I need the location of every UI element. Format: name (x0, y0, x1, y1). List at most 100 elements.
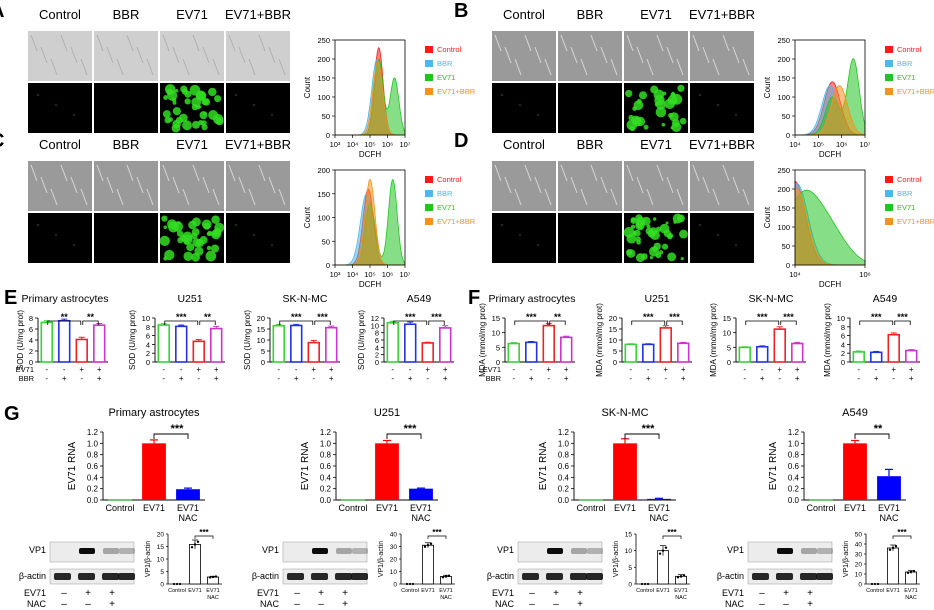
cell-outline (524, 164, 532, 182)
cell-outline (494, 164, 502, 182)
fluorescence-image (558, 213, 622, 263)
fluorescent-cell (649, 255, 654, 260)
column-label: EV71+BBR (225, 7, 291, 22)
y-tick-label: 200 (777, 55, 790, 64)
y-tick-label: 5 (261, 347, 265, 356)
vp1-band (777, 548, 793, 554)
data-point (441, 576, 445, 579)
y-tick-label: 250 (317, 36, 330, 45)
fluorescent-cell (159, 235, 170, 246)
y-tick-label: 50 (322, 237, 330, 246)
row-label: BBR (19, 374, 35, 383)
cell-outline (278, 188, 286, 206)
cell-outline (636, 176, 644, 194)
y-axis-title: EV71 RNA (538, 441, 549, 490)
x-tick-label: 10⁶ (836, 140, 847, 149)
y-tick-label: 0.6 (320, 462, 332, 471)
fluorescent-speck (519, 234, 521, 236)
fluorescent-cell (198, 120, 204, 126)
cell-outline (636, 46, 644, 64)
treatment-sign: - (743, 374, 746, 383)
y-tick-label: 1.2 (788, 428, 800, 437)
cell-outline (590, 164, 598, 182)
chart-title: A549 (407, 293, 432, 305)
cell-outline (116, 188, 124, 206)
actin-band (102, 573, 119, 580)
data-point (196, 540, 200, 543)
significance-stars: *** (432, 528, 442, 537)
treatment-sign: + (443, 365, 448, 374)
y-tick-label: 0.2 (558, 485, 570, 494)
y-tick-label: 100 (317, 93, 330, 102)
y-tick-label: 20 (855, 562, 863, 569)
treatment-sign: + (529, 374, 534, 383)
fluorescent-cell (201, 124, 208, 131)
actin-band (351, 573, 368, 580)
significance-bracket (428, 320, 445, 325)
data-point (676, 576, 680, 579)
significance-stars: *** (171, 423, 185, 435)
flow-histogram-C-flow: 0 50 100 150 200 10³ 10⁴ 10⁵ 10⁶ 10⁷ Count DCFH Cont… (303, 166, 476, 289)
y-tick-label: 10 (257, 336, 265, 345)
treatment-sign: + (546, 365, 551, 374)
category-label: EV71 (656, 588, 669, 594)
blot-label-actin: β-actin (717, 571, 744, 581)
fluorescent-speck (235, 224, 237, 226)
treatment-sign: – (61, 599, 67, 610)
cell-outline (610, 58, 618, 76)
fluorescent-cell (623, 227, 635, 238)
fluorescent-cell (191, 217, 201, 227)
x-axis-title: DCFH (359, 280, 381, 289)
treatment-sign: - (391, 365, 394, 374)
treatment-sign: - (180, 365, 183, 374)
cell-outline (600, 176, 608, 194)
treatment-sign: + (329, 374, 334, 383)
treatment-sign: + (97, 365, 102, 374)
fluorescent-cell (214, 95, 222, 103)
fluorescent-speck (519, 104, 521, 106)
cell-outline (656, 164, 664, 182)
significance-bracket (859, 320, 894, 325)
vp1-band (312, 548, 328, 554)
treatment-sign: + (663, 365, 668, 374)
category-label: Control (576, 503, 605, 513)
category-label: Control (636, 588, 654, 594)
cell-outline (126, 34, 134, 52)
fluorescent-cell (633, 100, 644, 111)
fluorescent-cell (163, 95, 169, 100)
data-point (679, 575, 683, 578)
chart-title: Primary astrocytes (22, 293, 109, 305)
data-point (408, 582, 412, 586)
significance-stars: *** (669, 312, 680, 322)
data-point (661, 549, 665, 552)
cell-outline (570, 46, 578, 64)
y-tick-label: 100 (777, 93, 790, 102)
fluorescent-cell (673, 220, 677, 224)
category-label: Control (806, 503, 835, 513)
data-point (888, 548, 892, 551)
bar (738, 346, 751, 363)
cell-outline (656, 34, 664, 52)
bar (642, 343, 655, 363)
treatment-sign: + (681, 374, 686, 383)
treatment-sign: – (294, 588, 300, 599)
actin-band (816, 573, 833, 580)
column-label: EV71+BBR (689, 7, 755, 22)
fluorescent-cell (653, 242, 661, 250)
y-tick-label: 0 (375, 358, 379, 367)
cell-outline (238, 176, 246, 194)
data-point (426, 544, 430, 547)
treatment-sign: + (214, 374, 219, 383)
actin-band (335, 573, 352, 580)
cell-outline (666, 46, 674, 64)
blot-label-vp1: VP1 (29, 545, 46, 555)
panel-label-D: D (454, 130, 468, 152)
y-tick-label: 15 (625, 532, 633, 539)
fluorescent-speck (717, 104, 719, 106)
treatment-sign: + (214, 365, 219, 374)
fluorescent-cell (163, 225, 168, 230)
treatment-sign: – (759, 599, 765, 610)
cell-outline (162, 164, 170, 182)
